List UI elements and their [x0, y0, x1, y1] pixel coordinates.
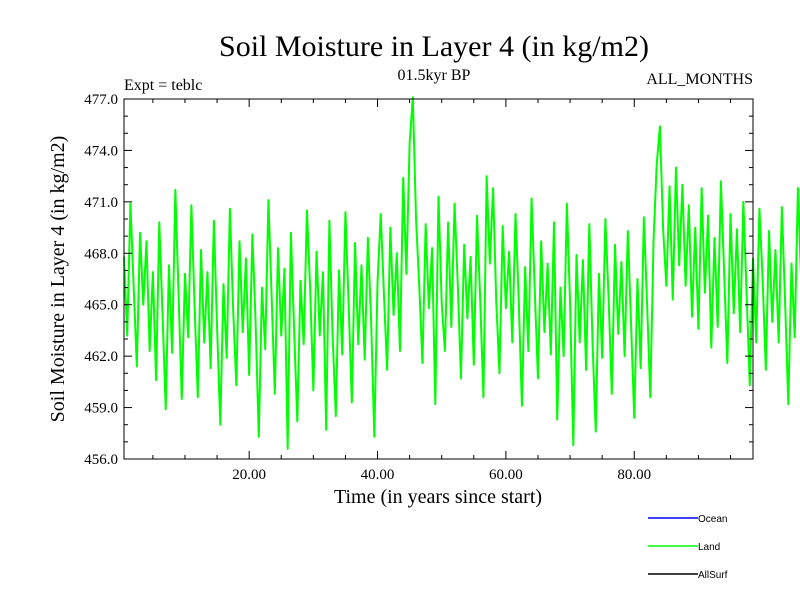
subtitle-right: ALL_MONTHS [646, 71, 753, 88]
y-tick-label: 468.0 [84, 246, 118, 262]
y-axis-label: Soil Moisture in Layer 4 (in kg/m2) [47, 136, 69, 423]
y-tick-label: 471.0 [84, 195, 118, 211]
plot-frame [123, 98, 754, 460]
y-tick-label: 474.0 [84, 143, 118, 159]
x-tick-label: 20.00 [232, 467, 266, 483]
series-line-land [123, 96, 800, 450]
chart-title: Soil Moisture in Layer 4 (in kg/m2) [219, 30, 649, 63]
plot-area [123, 96, 800, 450]
y-tick-label: 477.0 [84, 92, 118, 108]
legend: Ocean Land AllSurf [648, 514, 728, 581]
legend-label-ocean: Ocean [698, 514, 727, 525]
y-tick-label: 462.0 [84, 349, 118, 365]
axis-ticks: 20.00 40.00 60.00 80.00 456.0 459.0 462.0 465.0… [84, 92, 753, 483]
y-tick-label: 459.0 [84, 401, 118, 417]
y-tick-label: 456.0 [84, 452, 118, 468]
subtitle-left: Expt = teblc [124, 77, 202, 94]
x-tick-label: 60.00 [489, 467, 523, 483]
x-tick-label: 40.00 [361, 467, 395, 483]
x-axis-label: Time (in years since start) [334, 486, 542, 508]
y-tick-label: 465.0 [84, 298, 118, 314]
subtitle-center: 01.5kyr BP [398, 67, 471, 84]
legend-label-land: Land [698, 542, 720, 553]
legend-label-allsurf: AllSurf [698, 570, 728, 581]
x-tick-label: 80.00 [617, 467, 651, 483]
